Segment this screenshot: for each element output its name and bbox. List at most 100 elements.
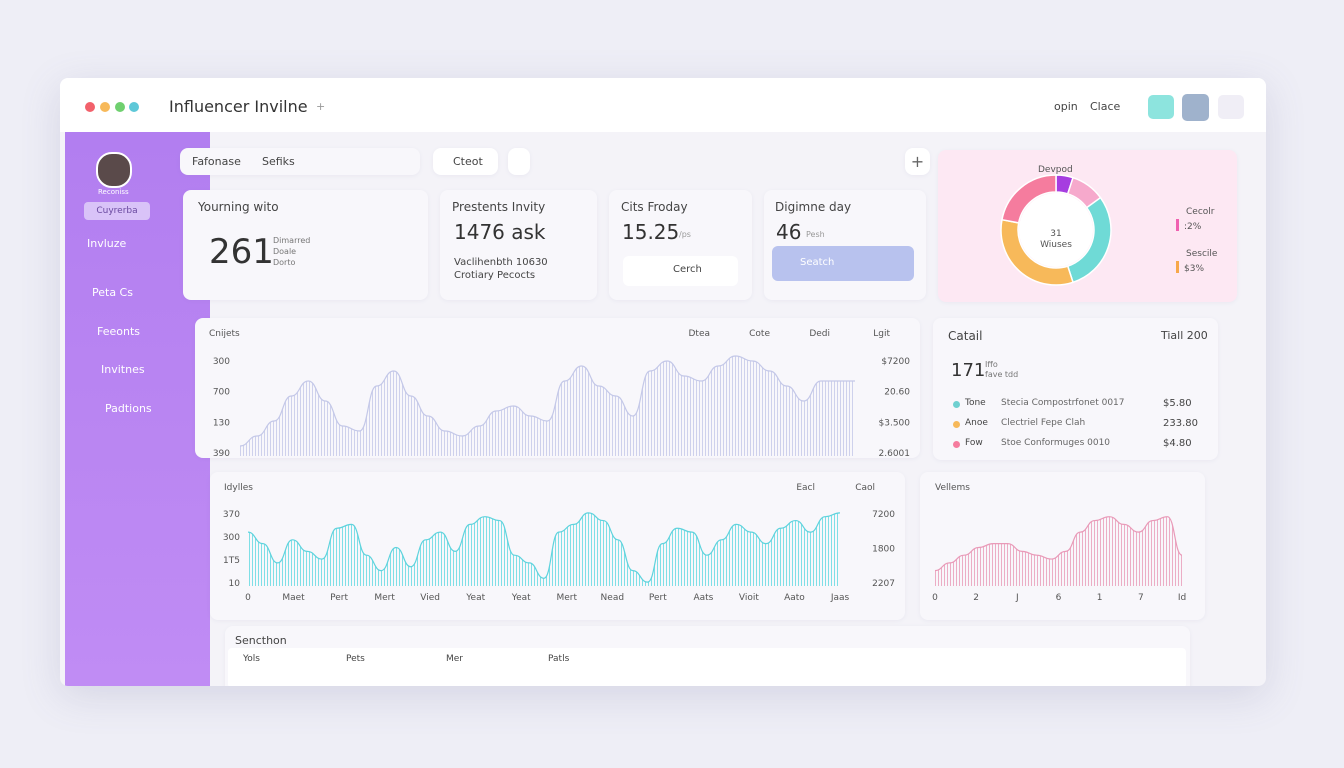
- tab-bar: Fafonase Sefiks: [180, 148, 420, 175]
- card-value: 1476 ask: [454, 220, 546, 244]
- tab[interactable]: Fafonase: [192, 155, 241, 168]
- y-tick-label: 10: [229, 579, 241, 589]
- x-tick-label: 1: [1097, 593, 1103, 603]
- add-button[interactable]: +: [905, 148, 930, 175]
- card-value: 15.25: [622, 220, 680, 244]
- nav-item[interactable]: Invitnes: [101, 363, 145, 376]
- tab[interactable]: Sefiks: [262, 155, 295, 168]
- legend-dot: [953, 401, 960, 408]
- area-line: [239, 355, 855, 447]
- y2-tick-label: $7200: [881, 357, 910, 367]
- legend-dot: [953, 421, 960, 428]
- row-name: Tone: [965, 398, 986, 408]
- header: Influencer Invilne + opin Clace: [60, 78, 1266, 132]
- filter-dropdown: Lgit: [873, 329, 890, 339]
- area-chart: Cnijets Dtea Cote Dedi Lgit 300 700 130 390 $7200…: [209, 329, 911, 458]
- card-value: 46: [776, 220, 802, 244]
- area-chart: Idylles Eacl Caol 370 300 1T5 10 7200 1800 2207 0 M…: [223, 483, 895, 603]
- action[interactable]: opin: [1054, 100, 1078, 113]
- y-tick-label: 390: [213, 449, 230, 458]
- create-button[interactable]: Cteot: [433, 148, 498, 175]
- legend-name: Cecolr: [1186, 207, 1215, 217]
- x-tick-label: 2: [973, 593, 979, 603]
- window: Influencer Invilne + opin Clace Reconiss…: [60, 78, 1266, 686]
- row-amount: $5.80: [1163, 398, 1192, 409]
- x-tick-label: Vioit: [739, 593, 759, 603]
- nav-item[interactable]: Invluze: [87, 237, 127, 250]
- chart-panel: Vellems 0 2 J 6 1 7 Id: [920, 472, 1205, 620]
- y-tick-label: 130: [213, 418, 230, 428]
- row-desc: Stecia Compostrfonet 0017: [1001, 398, 1125, 408]
- donut-hole: [1019, 193, 1093, 267]
- y2-tick-label: 20.60: [884, 388, 910, 398]
- table-panel: Sencthon Yols Pets Mer Patls: [225, 626, 1190, 686]
- chart-panel: Cnijets Dtea Cote Dedi Lgit 300 700 130 390 $7200…: [195, 318, 920, 458]
- filter-dropdown: Dtea: [688, 329, 710, 339]
- y2-tick-label: 2207: [872, 579, 895, 589]
- nav-item[interactable]: Padtions: [105, 402, 152, 415]
- y-tick-label: 300: [223, 533, 240, 543]
- card-unit: /ps: [679, 230, 691, 239]
- row-amount: 233.80: [1163, 418, 1198, 429]
- card-sub: Doale: [273, 247, 297, 256]
- detail-panel: Catail Tiall 200 171 Iffo fave tdd Tone S…: [933, 318, 1218, 460]
- card-value: 261: [209, 232, 274, 272]
- icon-button[interactable]: [1218, 95, 1244, 119]
- title-suffix[interactable]: +: [316, 100, 326, 113]
- filter-dropdown: Caol: [855, 483, 875, 493]
- donut-center: 31: [1050, 229, 1061, 239]
- action[interactable]: Clace: [1090, 100, 1121, 113]
- x-tick-label: Aato: [784, 593, 805, 603]
- donut-panel: Devpod 31 Wiuses Cecolr :2% Sescile $3%: [938, 150, 1237, 302]
- donut-center-sub: Wiuses: [1040, 240, 1072, 250]
- x-tick-label: Aats: [693, 593, 713, 603]
- card-title: Digimne day: [775, 200, 852, 214]
- icon-button[interactable]: [508, 148, 530, 175]
- legend-swatch: [1176, 261, 1179, 273]
- chart-title: Vellems: [935, 483, 970, 493]
- legend-value: :2%: [1184, 222, 1202, 232]
- donut-segment: [1001, 174, 1057, 224]
- icon-button[interactable]: [1148, 95, 1174, 119]
- donut-title: Devpod: [1038, 165, 1073, 175]
- card: Yourning wito 261 Dimarred Doale Dorto: [183, 190, 428, 300]
- area-fill: [240, 356, 855, 456]
- chart-title: Cnijets: [209, 329, 240, 339]
- card-sub: Dorto: [273, 258, 296, 267]
- app-title: Influencer Invilne: [169, 97, 308, 116]
- x-tick-label: Vied: [420, 593, 440, 603]
- area-fill: [935, 516, 1182, 586]
- card-sub: Vaclihenbth 10630: [454, 257, 548, 268]
- card-title: Cits Froday: [621, 200, 688, 214]
- dot: [129, 102, 139, 112]
- role-pill[interactable]: Cuyrerba: [84, 202, 150, 220]
- column-header: Yols: [243, 654, 260, 664]
- y2-tick-label: $3.500: [879, 418, 911, 428]
- table-title: Sencthon: [235, 634, 287, 647]
- nav-item[interactable]: Feeonts: [97, 325, 141, 338]
- card: Digimne day 46 Pesh Seatch: [764, 190, 926, 300]
- search-button[interactable]: Seatch: [772, 246, 914, 281]
- x-tick-label: Pert: [330, 593, 348, 603]
- filter-dropdown: Cote: [749, 329, 770, 339]
- dot: [100, 102, 110, 112]
- x-tick-label: 6: [1056, 593, 1062, 603]
- legend-swatch: [1176, 219, 1179, 231]
- legend-name: Sescile: [1186, 249, 1218, 259]
- chart-title: Idylles: [224, 483, 253, 493]
- table: Yols Pets Mer Patls: [228, 648, 1186, 686]
- card-sub: Crotiary Pecocts: [454, 270, 536, 281]
- avatar[interactable]: [1182, 94, 1209, 121]
- y2-tick-label: 1800: [872, 545, 895, 555]
- legend-value: $3%: [1184, 264, 1204, 274]
- y-tick-label: 300: [213, 357, 230, 367]
- detail-title: Catail: [948, 329, 983, 343]
- area-fill: [248, 512, 840, 586]
- chart-panel: Idylles Eacl Caol 370 300 1T5 10 7200 1800 2207 0 M…: [210, 472, 905, 620]
- user-avatar: [96, 152, 132, 188]
- x-tick-label: Maet: [282, 593, 305, 603]
- nav-item[interactable]: Peta Cs: [92, 286, 133, 299]
- detail-sub: Iffo: [985, 360, 998, 369]
- search-button[interactable]: Cerch: [623, 256, 738, 286]
